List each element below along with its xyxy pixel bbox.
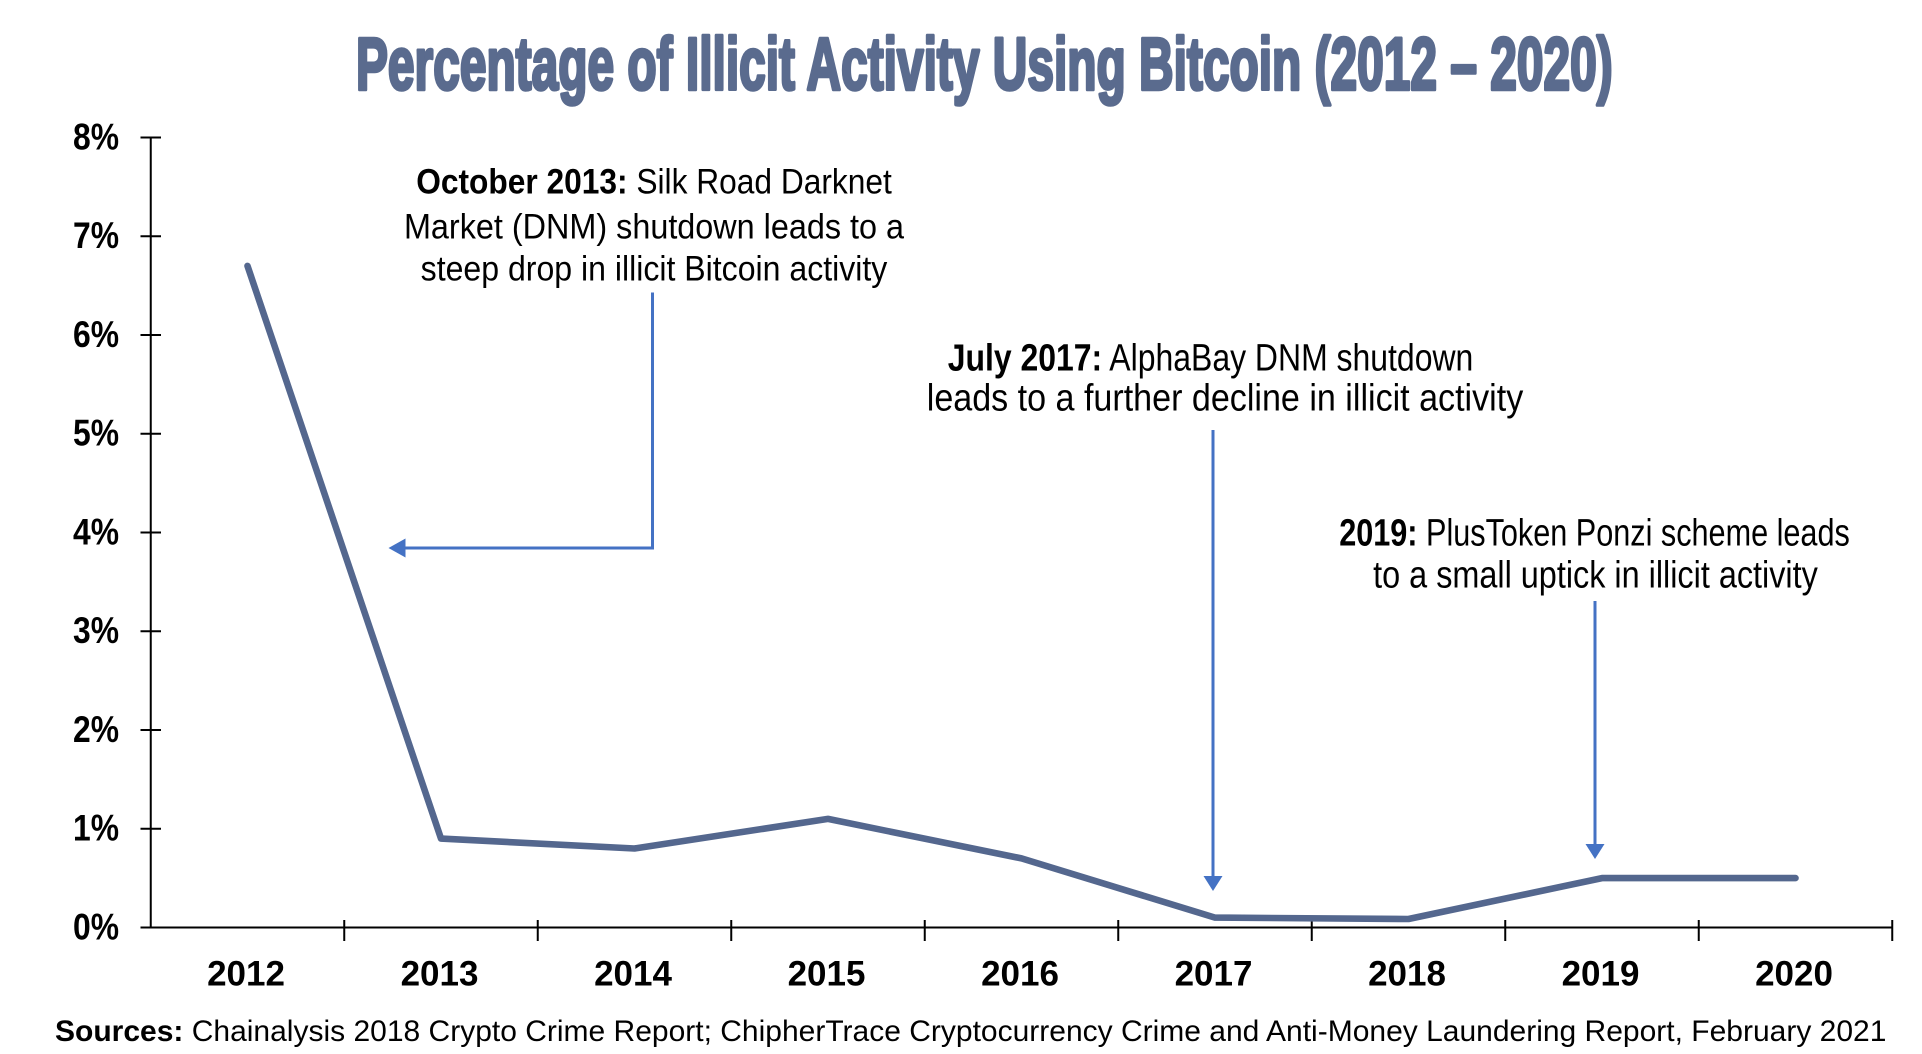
svg-text:leads to a further decline in: leads to a further decline in illicit ac…	[927, 376, 1523, 419]
svg-text:2017: 2017	[1175, 955, 1253, 994]
svg-text:0%: 0%	[73, 907, 119, 948]
svg-text:Percentage of Illicit Activity: Percentage of Illicit Activity Using Bit…	[356, 24, 1613, 106]
svg-text:6%: 6%	[73, 315, 119, 356]
svg-text:2016: 2016	[981, 955, 1059, 994]
svg-text:2019: 2019	[1562, 955, 1640, 994]
svg-text:2014: 2014	[594, 955, 672, 994]
svg-text:Market (DNM) shutdown leads to: Market (DNM) shutdown leads to a	[404, 207, 904, 246]
svg-text:2015: 2015	[788, 955, 866, 994]
svg-text:4%: 4%	[73, 512, 119, 553]
svg-text:Sources: Chainalysis 2018 Cryp: Sources: Chainalysis 2018 Crypto Crime R…	[55, 1015, 1886, 1048]
svg-text:7%: 7%	[73, 216, 119, 257]
svg-text:2018: 2018	[1368, 955, 1446, 994]
svg-text:2019: PlusToken Ponzi scheme l: 2019: PlusToken Ponzi scheme leads	[1339, 512, 1850, 554]
svg-text:2013: 2013	[401, 955, 479, 994]
svg-text:2%: 2%	[73, 710, 119, 751]
svg-text:steep drop in illicit Bitcoin: steep drop in illicit Bitcoin activity	[421, 250, 888, 289]
svg-text:5%: 5%	[73, 413, 119, 454]
svg-text:October 2013: Silk Road Darkne: October 2013: Silk Road Darknet	[416, 163, 892, 202]
svg-text:1%: 1%	[73, 808, 119, 849]
svg-text:8%: 8%	[73, 117, 119, 158]
svg-text:July 2017: AlphaBay DNM shutdo: July 2017: AlphaBay DNM shutdown	[948, 337, 1474, 379]
svg-text:2020: 2020	[1755, 955, 1833, 994]
svg-text:2012: 2012	[207, 955, 285, 994]
svg-text:to a small uptick in illicit a: to a small uptick in illicit activity	[1373, 554, 1818, 596]
svg-text:3%: 3%	[73, 611, 119, 652]
